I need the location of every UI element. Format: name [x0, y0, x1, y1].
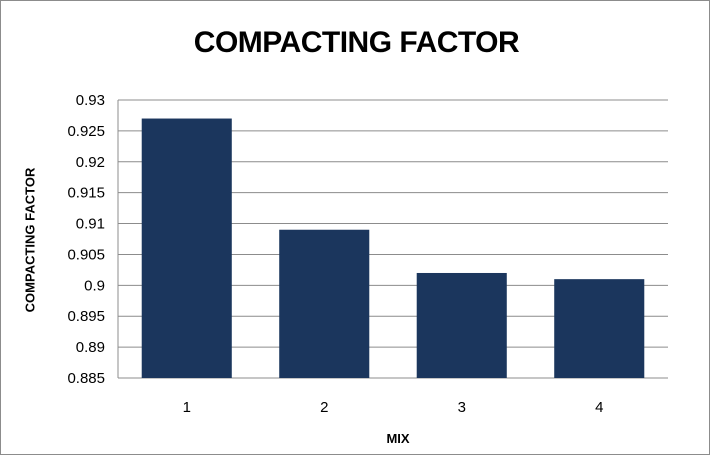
y-tick-label: 0.9: [84, 277, 105, 294]
y-tick-label: 0.905: [67, 246, 105, 263]
bar: [279, 229, 370, 378]
x-tick-label: 4: [595, 399, 603, 416]
y-tick-label: 0.93: [76, 92, 105, 109]
y-tick-label: 0.915: [67, 185, 105, 202]
bar: [554, 279, 645, 378]
y-tick-label: 0.89: [76, 339, 105, 356]
y-tick-label: 0.895: [67, 308, 105, 325]
x-tick-label: 3: [458, 399, 466, 416]
y-tick-label: 0.92: [76, 154, 105, 171]
chart-title: COMPACTING FACTOR: [193, 26, 520, 59]
x-tick-label: 1: [183, 399, 191, 416]
y-tick-label: 0.91: [76, 216, 105, 233]
x-tick-label: 2: [320, 399, 328, 416]
bar: [141, 118, 232, 379]
x-axis-label: MIX: [386, 431, 410, 446]
y-tick-label: 0.925: [67, 123, 105, 140]
bar: [416, 272, 507, 378]
y-tick-label: 0.885: [67, 370, 105, 387]
